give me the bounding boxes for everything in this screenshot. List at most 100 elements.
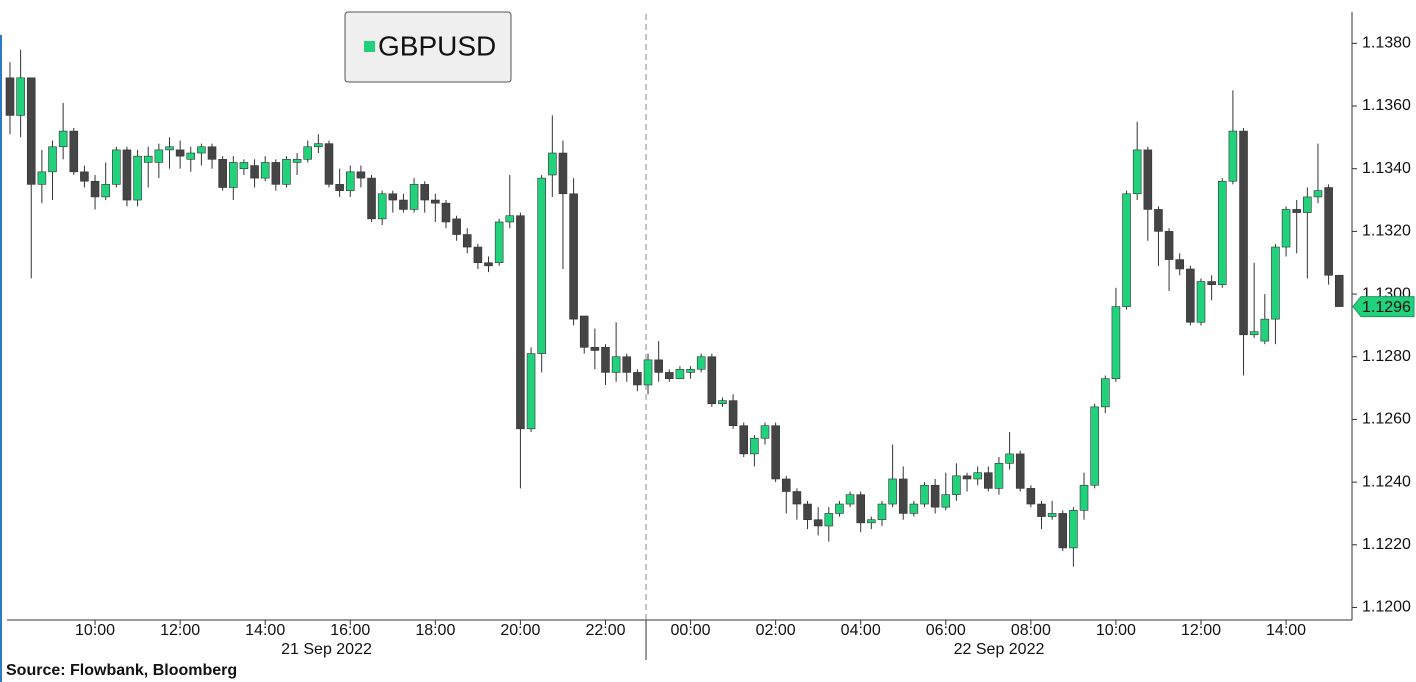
candle-body bbox=[473, 246, 483, 264]
candle-body bbox=[292, 158, 302, 163]
candle-body bbox=[112, 149, 121, 185]
candle-body bbox=[122, 149, 132, 201]
candle-body bbox=[1005, 453, 1014, 464]
candle-body bbox=[335, 184, 344, 191]
candle-body bbox=[1122, 193, 1131, 307]
candle-body bbox=[590, 347, 600, 351]
candle-body bbox=[324, 143, 334, 185]
candle-body bbox=[16, 77, 25, 116]
candle-body bbox=[675, 368, 685, 379]
legend-swatch bbox=[364, 41, 375, 52]
candle-body bbox=[505, 215, 515, 223]
x-tick-label: 20:00 bbox=[500, 622, 540, 639]
y-tick-label: 1.1200 bbox=[1362, 599, 1411, 616]
x-tick-label: 12:00 bbox=[1181, 622, 1221, 639]
x-tick-label: 22:00 bbox=[585, 622, 625, 639]
candle-body bbox=[920, 484, 929, 505]
date-label: 21 Sep 2022 bbox=[281, 641, 372, 658]
candle-body bbox=[1175, 259, 1185, 270]
candle-body bbox=[856, 494, 865, 524]
candle-body bbox=[1164, 231, 1174, 260]
candle-body bbox=[229, 162, 238, 188]
candle-body bbox=[877, 503, 887, 521]
candle-body bbox=[186, 152, 196, 160]
candle-body bbox=[356, 171, 366, 179]
candle-body bbox=[792, 491, 802, 505]
candle-body bbox=[835, 503, 844, 514]
candle-body bbox=[1281, 209, 1291, 248]
y-tick-label: 1.1320 bbox=[1362, 223, 1411, 240]
x-tick-label: 04:00 bbox=[841, 622, 881, 639]
candle-body bbox=[1132, 149, 1142, 195]
candle-body bbox=[69, 130, 79, 173]
candle-body bbox=[314, 143, 323, 148]
candle-body bbox=[388, 193, 398, 201]
candle-body bbox=[952, 475, 961, 495]
candle-body bbox=[665, 372, 674, 379]
candle-body bbox=[133, 155, 142, 201]
y-tick-label: 1.1380 bbox=[1362, 35, 1411, 52]
x-tick-label: 16:00 bbox=[330, 622, 370, 639]
candle-body bbox=[452, 218, 461, 235]
candle-body bbox=[260, 162, 270, 179]
last-price-tag bbox=[1352, 296, 1415, 318]
candle-body bbox=[579, 315, 589, 348]
y-tick-label: 1.1240 bbox=[1362, 473, 1411, 490]
candle-body bbox=[984, 472, 993, 489]
candle-body bbox=[898, 478, 908, 514]
x-tick-label: 12:00 bbox=[160, 622, 200, 639]
candle-body bbox=[143, 155, 153, 163]
candle-body bbox=[941, 494, 951, 508]
candle-body bbox=[462, 234, 472, 248]
candle-body bbox=[303, 146, 313, 160]
y-tick-label: 1.1360 bbox=[1362, 97, 1411, 114]
candle-body bbox=[803, 503, 812, 521]
candle-body bbox=[1186, 268, 1195, 323]
candle-body bbox=[377, 193, 387, 220]
candle-body bbox=[239, 162, 249, 170]
candle-body bbox=[909, 503, 919, 514]
candle-body bbox=[1101, 378, 1110, 408]
candle-body bbox=[175, 149, 185, 157]
candle-body bbox=[282, 158, 291, 185]
x-tick-label: 14:00 bbox=[1266, 622, 1306, 639]
candle-body bbox=[888, 478, 897, 505]
candle-body bbox=[548, 152, 557, 176]
candle-body bbox=[431, 199, 440, 204]
candle-body bbox=[1154, 209, 1163, 232]
candle-body bbox=[1228, 130, 1238, 182]
candle-body bbox=[718, 400, 727, 405]
legend-box bbox=[344, 11, 512, 83]
candle-body bbox=[569, 193, 578, 320]
x-tick-label: 14:00 bbox=[245, 622, 285, 639]
candle-body bbox=[26, 77, 36, 185]
candle-body bbox=[1026, 488, 1036, 505]
y-tick-label: 1.1260 bbox=[1362, 411, 1411, 428]
candle-body bbox=[558, 152, 568, 195]
candle-body bbox=[1260, 318, 1270, 342]
y-tick-label: 1.1340 bbox=[1362, 160, 1411, 177]
candle-body bbox=[654, 359, 663, 373]
candle-body bbox=[345, 171, 355, 191]
candle-body bbox=[771, 425, 780, 480]
candle-body bbox=[686, 368, 695, 373]
candle-body bbox=[1292, 209, 1301, 213]
candle-body bbox=[707, 356, 717, 405]
candle-body bbox=[441, 202, 451, 223]
candle-body bbox=[1058, 513, 1068, 549]
candle-body bbox=[1303, 196, 1312, 213]
candle-body bbox=[813, 519, 823, 527]
candle-body bbox=[37, 171, 47, 185]
x-tick-label: 02:00 bbox=[756, 622, 796, 639]
candle-body bbox=[101, 184, 110, 198]
y-tick-label: 1.1280 bbox=[1362, 348, 1411, 365]
x-tick-label: 06:00 bbox=[926, 622, 966, 639]
candle-body bbox=[207, 146, 217, 160]
candle-body bbox=[1090, 406, 1099, 486]
candle-body bbox=[154, 149, 164, 163]
candle-body bbox=[601, 347, 610, 373]
candle-body bbox=[1207, 281, 1216, 285]
candle-body bbox=[750, 437, 759, 455]
candle-body bbox=[1037, 503, 1046, 517]
candle-body bbox=[90, 180, 100, 198]
